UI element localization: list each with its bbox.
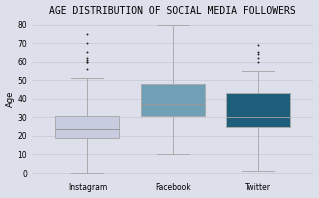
PathPatch shape [226, 93, 290, 127]
Y-axis label: Age: Age [5, 91, 15, 107]
Title: AGE DISTRIBUTION OF SOCIAL MEDIA FOLLOWERS: AGE DISTRIBUTION OF SOCIAL MEDIA FOLLOWE… [49, 6, 296, 16]
PathPatch shape [56, 116, 119, 138]
PathPatch shape [141, 84, 205, 116]
